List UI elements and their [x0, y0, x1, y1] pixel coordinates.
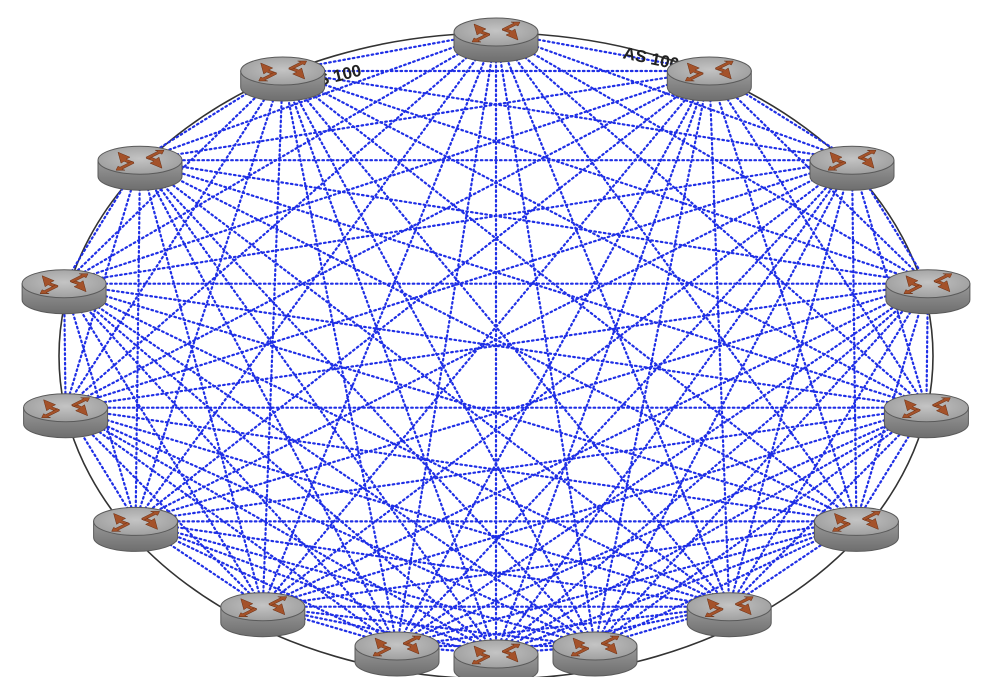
- mesh-link: [728, 159, 854, 608]
- mesh-link: [261, 605, 597, 648]
- mesh-link: [138, 159, 597, 648]
- router-icon: [354, 631, 440, 677]
- mesh-link: [281, 69, 597, 648]
- mesh-link: [62, 282, 597, 648]
- mesh-link: [281, 69, 399, 648]
- router-icon: [23, 393, 109, 439]
- mesh-link: [138, 159, 731, 608]
- mesh-link: [850, 159, 858, 523]
- mesh-link: [261, 69, 284, 608]
- mesh-link: [138, 30, 498, 162]
- mesh-link: [395, 520, 858, 648]
- mesh-link: [64, 406, 858, 523]
- mesh-link: [62, 69, 711, 285]
- router-icon: [453, 17, 539, 63]
- mesh-link: [728, 282, 930, 608]
- mesh-link: [395, 282, 930, 648]
- mesh-link: [64, 406, 264, 608]
- router-icon: [666, 56, 752, 102]
- mesh-link: [64, 406, 731, 608]
- mesh-link: [138, 159, 930, 285]
- mesh-link: [64, 406, 597, 648]
- mesh-link: [138, 159, 399, 648]
- router-icon: [93, 506, 179, 552]
- mesh-link: [134, 282, 930, 523]
- mesh-link: [62, 282, 731, 608]
- mesh-link: [261, 520, 858, 608]
- mesh-link: [134, 69, 284, 523]
- router-icon: [220, 592, 306, 638]
- router-icon: [686, 592, 772, 638]
- mesh-link: [62, 282, 928, 409]
- mesh-link: [494, 282, 930, 656]
- mesh-link: [494, 30, 731, 608]
- mesh-link: [62, 282, 399, 648]
- mesh-link: [134, 520, 399, 648]
- mesh-link: [395, 159, 854, 648]
- mesh-link: [494, 520, 858, 656]
- mesh-link: [494, 69, 711, 656]
- mesh-link: [62, 282, 264, 608]
- mesh-link: [281, 69, 858, 523]
- router-icon: [97, 145, 183, 191]
- mesh-link: [64, 69, 284, 409]
- mesh-link: [855, 406, 928, 523]
- mesh-link: [138, 159, 264, 608]
- mesh-link: [494, 30, 854, 162]
- mesh-link: [281, 69, 731, 608]
- mesh-links: [62, 30, 930, 656]
- mesh-link: [261, 69, 711, 608]
- mesh-link: [708, 69, 858, 523]
- mesh-link: [64, 69, 711, 409]
- mesh-link: [138, 159, 858, 523]
- router-icon: [809, 145, 895, 191]
- mesh-link: [281, 69, 930, 285]
- mesh-link: [138, 159, 928, 409]
- mesh-link: [62, 30, 498, 285]
- mesh-link: [134, 406, 928, 523]
- routers: [21, 17, 971, 677]
- mesh-link: [708, 69, 928, 409]
- mesh-link: [708, 69, 731, 608]
- router-icon: [813, 506, 899, 552]
- mesh-link: [728, 406, 928, 608]
- mesh-link: [64, 30, 498, 409]
- mesh-link: [261, 406, 928, 608]
- router-icon: [240, 56, 326, 102]
- router-icon: [552, 631, 638, 677]
- mesh-link: [134, 159, 854, 523]
- router-icon: [453, 639, 539, 677]
- mesh-link: [395, 69, 711, 648]
- mesh-link: [138, 159, 498, 656]
- mesh-link: [64, 406, 399, 648]
- router-icon: [21, 269, 107, 315]
- mesh-link: [395, 605, 731, 648]
- mesh-link: [281, 69, 854, 162]
- router-icon: [883, 393, 969, 439]
- mesh-link: [281, 69, 928, 409]
- mesh-link: [593, 282, 930, 648]
- mesh-link: [261, 159, 854, 608]
- mesh-link: [494, 406, 928, 656]
- mesh-link: [281, 69, 498, 656]
- mesh-link: [593, 69, 711, 648]
- mesh-link: [134, 520, 597, 648]
- mesh-link: [593, 159, 854, 648]
- mesh-link: [261, 282, 930, 608]
- mesh-link: [134, 520, 264, 608]
- mesh-link: [62, 282, 498, 656]
- mesh-link: [64, 282, 930, 409]
- router-icon: [885, 269, 971, 315]
- mesh-link: [134, 159, 142, 523]
